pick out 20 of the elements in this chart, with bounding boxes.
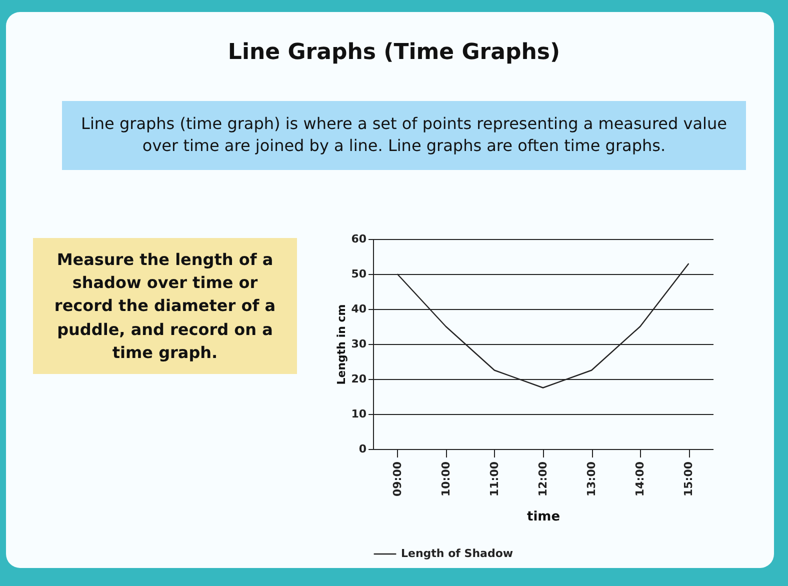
x-tick-label: 14:00 [634, 461, 647, 497]
x-tick-label: 12:00 [536, 461, 550, 497]
legend-label: Length of Shadow [401, 547, 514, 560]
y-tick-label: 30 [351, 338, 367, 350]
text: Line graphs (time graph) is where a set of points representing a measured value over time are joined by a line. Line graphs are often time graphs. [62, 101, 746, 170]
y-tick-label: 40 [351, 302, 367, 316]
chart-title: Line Graphs (Time Graphs) [226, 40, 562, 65]
text: Measure the length of a shadow over time or record the diameter of a puddle, and record on a time graph. [33, 238, 297, 374]
x-tick-label: 15:00 [682, 461, 696, 497]
y-tick-label: 50 [351, 268, 367, 280]
y-tick-label: 0 [358, 442, 367, 456]
x-axis-title: time [526, 510, 560, 525]
y-tick-label: 60 [351, 232, 367, 246]
x-tick-label: 11:00 [488, 461, 501, 497]
y-tick-label: 20 [351, 372, 367, 386]
y-tick-label: 10 [351, 408, 367, 420]
x-tick-label: 10:00 [439, 461, 452, 497]
y-axis-title: Length in cm [335, 304, 348, 385]
x-tick-label: 13:00 [585, 461, 598, 497]
x-tick-label: 09:00 [390, 461, 404, 497]
